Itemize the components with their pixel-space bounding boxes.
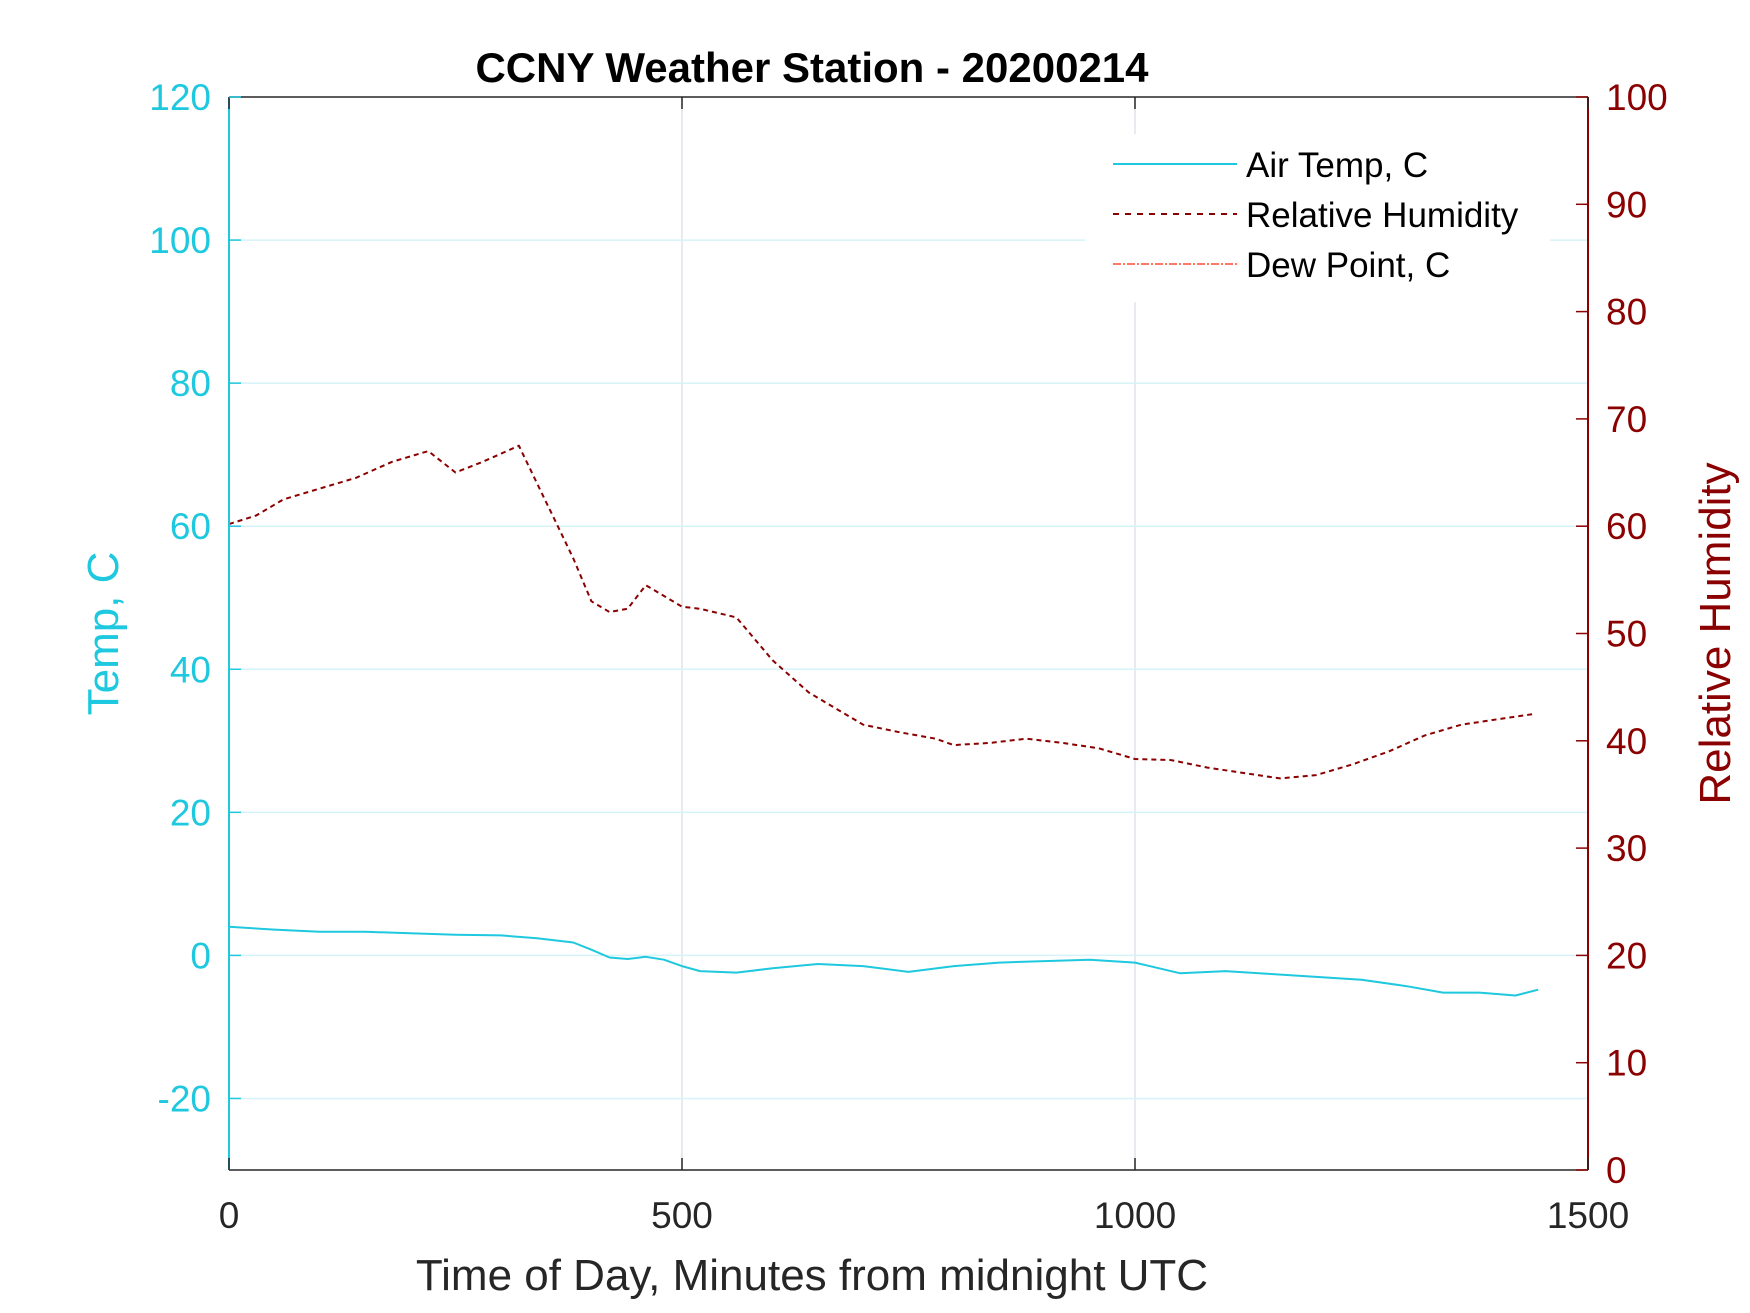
y-right-tick-label: 60 bbox=[1606, 506, 1647, 547]
y-right-tick-label: 80 bbox=[1606, 292, 1647, 333]
y-left-tick-label: 0 bbox=[190, 935, 211, 976]
y-right-tick-label: 70 bbox=[1606, 399, 1647, 440]
series-layer bbox=[228, 444, 1539, 997]
y-right-tick-label: 40 bbox=[1606, 721, 1647, 762]
y-left-tick-label: 120 bbox=[149, 77, 211, 118]
legend-label-dew-point: Dew Point, C bbox=[1246, 246, 1450, 285]
y-right-tick-label: 10 bbox=[1606, 1043, 1647, 1084]
y-left-tick-label: 100 bbox=[149, 220, 211, 261]
y-right-tick-label: 0 bbox=[1606, 1150, 1627, 1191]
y-axis-left-label: Temp, C bbox=[79, 552, 128, 716]
y-right-tick-label: 90 bbox=[1606, 184, 1647, 225]
x-tick-label: 1000 bbox=[1094, 1195, 1176, 1236]
grid-layer bbox=[229, 97, 1588, 1170]
y-right-tick-label: 30 bbox=[1606, 828, 1647, 869]
y-right-tick-label: 20 bbox=[1606, 935, 1647, 976]
x-axis-label: Time of Day, Minutes from midnight UTC bbox=[416, 1251, 1208, 1300]
legend-label-relative-humidity: Relative Humidity bbox=[1246, 196, 1519, 235]
ticks-layer: 0 500 1000 1500 -20 0 20 40 60 80 100 120 0 10 20 30 40 5… bbox=[149, 77, 1667, 1236]
y-axis-right-label: Relative Humidity bbox=[1691, 462, 1740, 804]
series-line-air-temp-c bbox=[228, 925, 1539, 997]
x-tick-label: 1500 bbox=[1547, 1195, 1629, 1236]
chart-title: CCNY Weather Station - 20200214 bbox=[475, 44, 1149, 91]
y-left-tick-label: 20 bbox=[170, 792, 211, 833]
legend: Air Temp, C Relative Humidity Dew Point,… bbox=[1085, 134, 1550, 302]
y-left-tick-label: 40 bbox=[170, 649, 211, 690]
x-tick-label: 500 bbox=[651, 1195, 713, 1236]
y-right-tick-label: 50 bbox=[1606, 614, 1647, 655]
legend-label-air-temp: Air Temp, C bbox=[1246, 146, 1428, 185]
y-left-tick-label: -20 bbox=[158, 1078, 211, 1119]
series-line-relative-humidity bbox=[228, 444, 1534, 780]
y-right-tick-label: 100 bbox=[1606, 77, 1668, 118]
y-left-tick-label: 60 bbox=[170, 506, 211, 547]
y-left-tick-label: 80 bbox=[170, 363, 211, 404]
x-tick-label: 0 bbox=[219, 1195, 240, 1236]
